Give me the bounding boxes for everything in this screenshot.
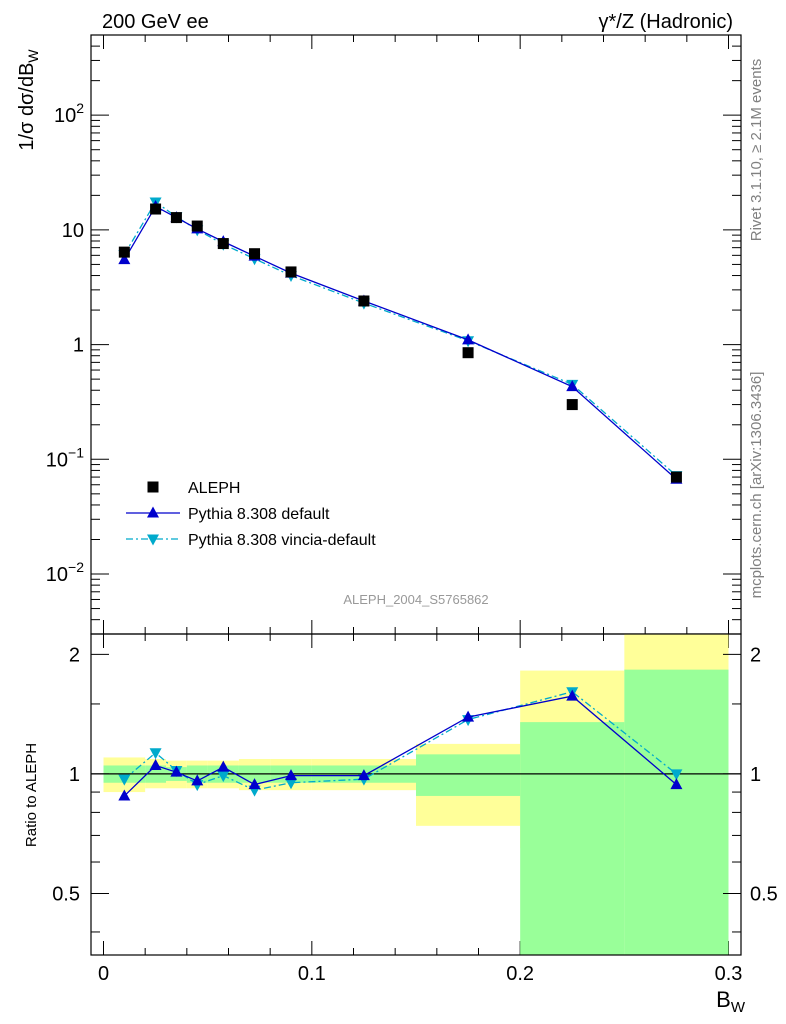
data-point <box>150 203 162 215</box>
x-tick-label: 0.2 <box>506 963 534 985</box>
svg-text:BW: BW <box>716 987 746 1016</box>
series-line <box>123 201 677 477</box>
y-tick-label: 10 <box>62 220 84 242</box>
side-label-mcplots: mcplots.cern.ch [arXiv:1306.3436] <box>748 372 765 599</box>
ratio-y-tick-label: 1 <box>69 764 80 786</box>
data-point <box>118 246 130 258</box>
data-point <box>670 471 682 483</box>
data-point <box>358 295 370 307</box>
svg-text:1/σ dσ/dBW: 1/σ dσ/dBW <box>16 49 41 151</box>
ratio-point <box>285 769 297 781</box>
data-point <box>191 220 203 232</box>
legend: ALEPH Pythia 8.308 default Pythia 8.308 vi… <box>126 480 376 549</box>
ratio-band-inner <box>624 669 729 955</box>
ratio-y-tick-label-right: 2 <box>750 644 761 666</box>
ratio-point <box>149 758 162 770</box>
ratio-y-tick-label-right: 1 <box>750 764 761 786</box>
ratio-y-tick-label: 0.5 <box>52 883 80 905</box>
y-tick-label: 102 <box>54 100 84 127</box>
ratio-point <box>170 765 183 777</box>
ratio-panel-bands <box>91 634 741 955</box>
ratio-panel-axes: 0 0.1 0.2 0.3 0.5 0.5 1 1 2 2 <box>52 633 778 985</box>
data-point <box>285 266 297 278</box>
ratio-point <box>357 769 370 781</box>
ratio-panel-series <box>118 687 683 801</box>
series-line <box>123 205 677 480</box>
legend-label: ALEPH <box>188 480 240 497</box>
ratio-point <box>149 748 162 760</box>
ratio-y-tick-label-right: 0.5 <box>750 883 778 905</box>
y-label-top-main: 1/σ dσ/dB <box>16 63 38 151</box>
data-point <box>249 248 261 260</box>
ratio-band-inner <box>416 754 521 796</box>
y-tick-label: 10−2 <box>46 559 84 586</box>
data-point <box>118 253 131 265</box>
ratio-point <box>217 760 230 772</box>
ratio-y-axis-label: Ratio to ALEPH <box>23 743 40 847</box>
ratio-point <box>670 769 683 781</box>
x-label-sub: W <box>731 999 746 1016</box>
legend-label: Pythia 8.308 default <box>188 506 330 523</box>
x-tick-label: 0.3 <box>715 963 743 985</box>
ratio-point <box>670 778 683 790</box>
ratio-point <box>217 771 230 783</box>
legend-label: Pythia 8.308 vincia-default <box>188 532 376 549</box>
data-point <box>566 399 578 411</box>
analysis-watermark: ALEPH_2004_S5765862 <box>343 592 488 607</box>
ratio-panel-frame <box>90 633 742 956</box>
data-point <box>170 212 182 224</box>
data-point <box>462 333 475 345</box>
y-tick-label: 10−1 <box>46 444 84 471</box>
header-right: γ*/Z (Hadronic) <box>599 11 733 33</box>
ratio-point <box>118 789 131 801</box>
ratio-y-tick-label: 2 <box>69 644 80 666</box>
x-tick-label: 0 <box>98 963 109 985</box>
ratio-point <box>285 778 297 790</box>
x-label-main: B <box>716 987 731 1012</box>
ratio-band-inner <box>520 722 625 955</box>
y-label-top-sub: W <box>25 49 41 63</box>
x-tick-label: 0.1 <box>298 963 326 985</box>
data-point <box>217 238 229 250</box>
side-label-rivet: Rivet 3.1.10, ≥ 2.1M events <box>748 59 765 242</box>
legend-marker <box>147 481 159 493</box>
ratio-point <box>248 778 261 790</box>
data-point <box>566 380 579 392</box>
y-tick-label: 1 <box>73 335 84 357</box>
ratio-point <box>566 689 579 701</box>
legend-marker <box>147 534 159 546</box>
main-panel-series <box>118 197 683 484</box>
ratio-point <box>191 774 204 786</box>
ratio-point <box>462 710 475 722</box>
ratio-point <box>118 774 131 786</box>
header-left: 200 GeV ee <box>102 11 209 33</box>
main-y-axis-label: 1/σ dσ/dBW <box>16 49 41 151</box>
legend-marker <box>147 506 159 518</box>
data-point <box>462 347 474 359</box>
x-axis-label: BW <box>716 987 746 1016</box>
